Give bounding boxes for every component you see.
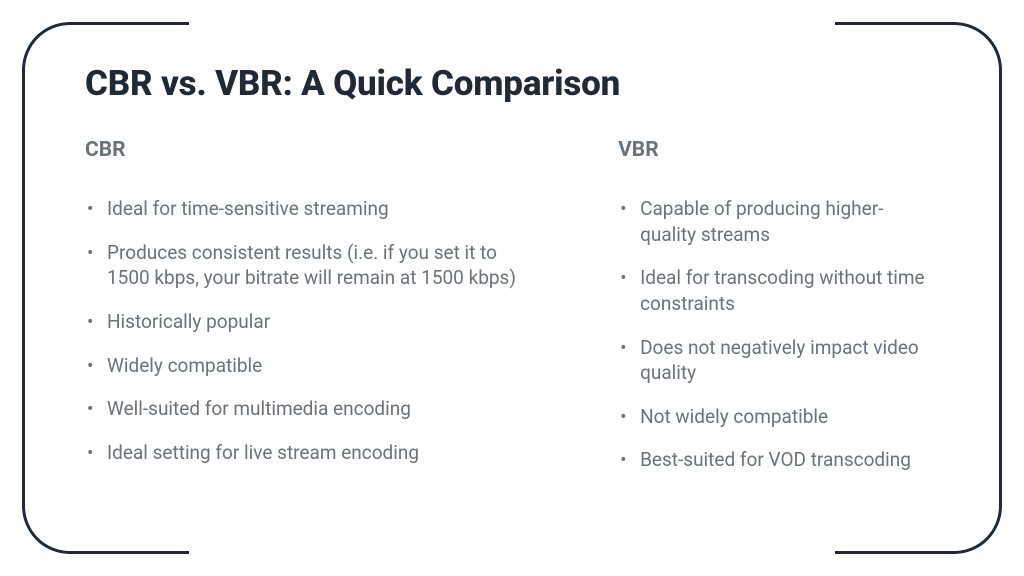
list-item: Ideal setting for live stream encoding	[107, 440, 538, 466]
list-item: Best-suited for VOD transcoding	[640, 447, 939, 473]
frame-notch-bottom	[189, 549, 835, 557]
list-item: Well-suited for multimedia encoding	[107, 396, 538, 422]
comparison-frame: CBR vs. VBR: A Quick Comparison CBR Idea…	[22, 22, 1002, 554]
list-item: Does not negatively impact video quality	[640, 335, 939, 386]
cbr-list: Ideal for time-sensitive streaming Produ…	[85, 196, 538, 465]
vbr-list: Capable of producing higher-quality stre…	[618, 196, 939, 473]
cbr-column: CBR Ideal for time-sensitive streaming P…	[85, 138, 538, 491]
columns-wrapper: CBR Ideal for time-sensitive streaming P…	[85, 138, 939, 491]
list-item: Historically popular	[107, 309, 538, 335]
cbr-heading: CBR	[85, 138, 538, 162]
vbr-heading: VBR	[618, 138, 939, 162]
list-item: Not widely compatible	[640, 404, 939, 430]
list-item: Ideal for transcoding without time const…	[640, 265, 939, 316]
list-item: Widely compatible	[107, 353, 538, 379]
list-item: Capable of producing higher-quality stre…	[640, 196, 939, 247]
frame-notch-top	[189, 19, 835, 27]
vbr-column: VBR Capable of producing higher-quality …	[618, 138, 939, 491]
page-title: CBR vs. VBR: A Quick Comparison	[85, 63, 939, 104]
list-item: Ideal for time-sensitive streaming	[107, 196, 538, 222]
list-item: Produces consistent results (i.e. if you…	[107, 240, 538, 291]
